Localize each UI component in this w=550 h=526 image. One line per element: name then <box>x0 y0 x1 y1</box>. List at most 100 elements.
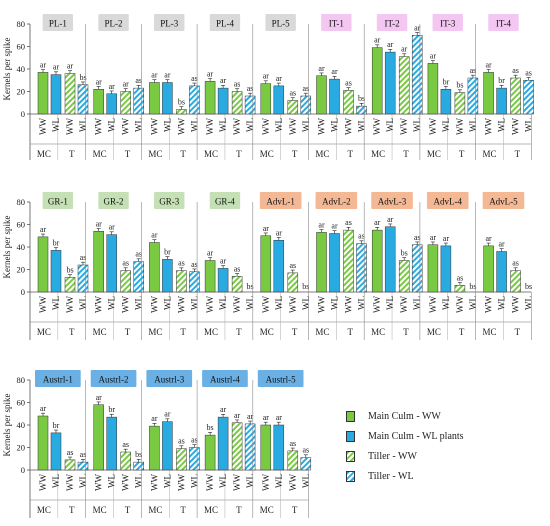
group-label-t: T <box>403 149 409 159</box>
bar-category-label: WW <box>94 296 104 313</box>
significance-label: br <box>53 238 60 247</box>
significance-label: ar <box>220 256 227 265</box>
bar-category-label: WW <box>511 296 521 313</box>
panel-title: PL-3 <box>160 19 179 29</box>
significance-label: ar <box>109 82 116 91</box>
bar-category-label: WW <box>121 118 131 135</box>
significance-label: ar <box>485 234 492 243</box>
bar-category-label: WL <box>134 118 144 132</box>
bar-tiller-ww <box>343 90 354 115</box>
panel-title-box <box>488 14 519 31</box>
bar-category-label: WL <box>301 118 311 132</box>
significance-label: as <box>80 450 87 459</box>
significance-label: bs <box>358 94 365 103</box>
significance-label: as <box>289 439 296 448</box>
panel-title: Austrl-5 <box>266 375 296 385</box>
bar-category-label: WW <box>232 296 242 313</box>
group-label-t: T <box>292 149 298 159</box>
panel-title-box <box>35 370 81 387</box>
significance-label: bs <box>79 73 86 82</box>
significance-label: ar <box>387 215 394 224</box>
bar-tiller-wl <box>189 85 200 115</box>
chart-legend: Main Culm - WW Main Culm - WL plants Til… <box>346 411 546 491</box>
group-label-mc: MC <box>315 327 329 337</box>
legend-swatch-main-wl <box>346 431 355 442</box>
bar-main-ww <box>37 415 49 471</box>
panel-title-box <box>315 192 358 209</box>
bar-category-label: WL <box>162 118 172 132</box>
bar-main-wl <box>106 234 117 293</box>
bar-main-ww <box>483 245 494 293</box>
bar-tiller-wl <box>133 461 144 471</box>
significance-label: ar <box>40 404 47 413</box>
bar-category-label: WL <box>189 474 199 488</box>
bar-main-ww <box>427 244 439 293</box>
bar-category-label: WL <box>412 118 422 132</box>
y-tick-label: 80 <box>17 197 26 207</box>
bar-category-label: WW <box>38 296 48 313</box>
bar-main-ww <box>204 81 216 115</box>
panel-title-box <box>426 192 469 209</box>
panel-title-box <box>376 14 408 31</box>
bar-main-ww <box>316 75 327 115</box>
significance-label: ar <box>263 224 270 233</box>
bar-main-wl <box>162 82 173 115</box>
group-label-mc: MC <box>148 149 162 159</box>
significance-label: br <box>443 77 450 86</box>
legend-item-tiller-wl: Tiller - WL <box>346 471 546 483</box>
bar-tiller-wl <box>77 84 89 115</box>
significance-label: as <box>512 66 519 75</box>
group-label-mc: MC <box>148 505 162 515</box>
panel-title-box <box>42 192 74 209</box>
y-tick-label: 40 <box>17 64 26 74</box>
bar-tiller-ww <box>398 260 410 293</box>
bar-category-label: WW <box>372 118 382 135</box>
bar-category-label: WL <box>134 474 144 488</box>
bar-tiller-ww <box>231 276 243 293</box>
significance-label: as <box>178 259 185 268</box>
bar-tiller-ww <box>287 100 299 115</box>
group-label-mc: MC <box>260 149 274 159</box>
significance-label: as <box>358 232 365 241</box>
bar-category-label: WL <box>245 118 255 132</box>
significance-label: ar <box>207 249 214 258</box>
bar-category-label: WL <box>134 296 144 310</box>
bar-category-label: WW <box>372 296 382 313</box>
bar-tiller-ww <box>120 270 131 293</box>
bar-category-label: WW <box>149 296 159 313</box>
panel-title: PL-4 <box>216 19 235 29</box>
bar-category-label: WW <box>65 296 75 313</box>
group-label-mc: MC <box>37 505 51 515</box>
significance-label: ar <box>234 411 241 420</box>
group-label-mc: MC <box>204 327 218 337</box>
significance-label: bs <box>247 282 254 291</box>
panel-title-box <box>98 192 129 209</box>
significance-label: bs <box>135 450 142 459</box>
bar-category-label: WW <box>399 296 409 313</box>
bar-category-label: WW <box>65 118 75 135</box>
significance-label: as <box>512 259 519 268</box>
significance-label: bs <box>302 282 309 291</box>
group-label-t: T <box>180 327 186 337</box>
bar-tiller-ww <box>343 229 354 293</box>
bar-tiller-wl <box>467 77 479 115</box>
y-tick-label: 60 <box>17 398 26 408</box>
bar-category-label: WW <box>149 118 159 135</box>
bar-category-label: WW <box>65 474 75 491</box>
group-label-mc: MC <box>315 149 329 159</box>
bar-category-label: WW <box>176 296 186 313</box>
legend-item-tiller-ww: Tiller - WW <box>346 451 546 463</box>
bar-main-ww <box>316 232 327 293</box>
group-label-t: T <box>125 505 131 515</box>
bar-category-label: WL <box>274 296 284 310</box>
bar-main-wl <box>162 421 173 471</box>
bar-main-wl <box>329 233 340 293</box>
significance-label: ar <box>263 72 270 81</box>
significance-label: ar <box>485 60 492 69</box>
bar-category-label: WW <box>232 474 242 491</box>
bar-category-label: WW <box>455 118 465 135</box>
group-label-t: T <box>515 327 521 337</box>
bar-category-label: WL <box>524 296 534 310</box>
bar-main-wl <box>106 93 117 115</box>
significance-label: bs <box>469 282 476 291</box>
